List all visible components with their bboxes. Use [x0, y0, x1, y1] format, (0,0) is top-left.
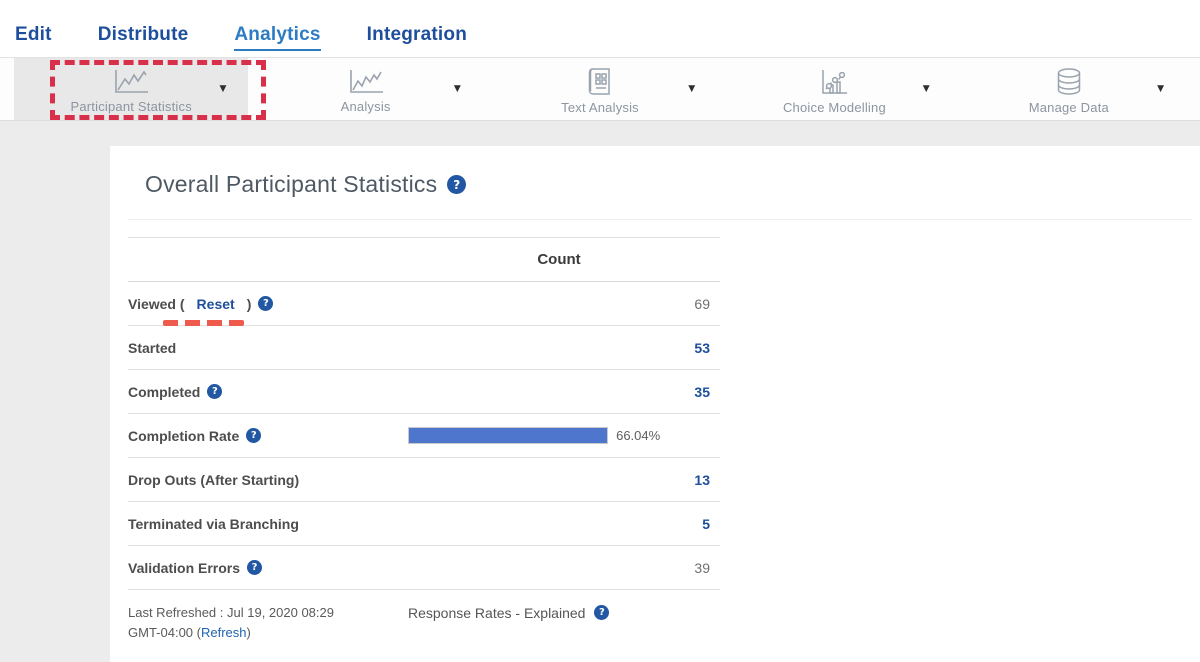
analysis-label: Analysis [340, 99, 391, 114]
viewed-help-icon[interactable]: ? [258, 296, 274, 311]
terminated-count: 5 [702, 515, 710, 532]
completion-bar-fill [408, 427, 609, 444]
participant-statistics-table: Count Viewed (Reset) ? 69 Started 53 Com… [128, 237, 720, 643]
viewed-count: 69 [694, 295, 710, 312]
table-row-started: Started 53 [128, 326, 720, 370]
terminated-label: Terminated via Branching [128, 515, 299, 532]
overall-statistics-help-icon[interactable]: ? [447, 175, 467, 194]
toolbar-group-choice-modelling[interactable]: Choice Modelling ▼ [717, 58, 951, 120]
toolbar-group-manage-data[interactable]: Manage Data ▼ [952, 58, 1186, 120]
main-nav: Edit Distribute Analytics Integration [15, 24, 467, 51]
completion-rate-help-icon[interactable]: ? [246, 428, 262, 443]
completed-count: 35 [694, 383, 710, 400]
nav-item-edit[interactable]: Edit [15, 24, 52, 45]
manage-data-button[interactable]: Manage Data [1029, 63, 1109, 115]
response-rates-explained: Response Rates - Explained ? [408, 603, 610, 643]
table-header-row: Count [128, 237, 720, 282]
nav-item-distribute[interactable]: Distribute [97, 24, 189, 45]
table-row-viewed: Viewed (Reset) ? 69 [128, 282, 720, 326]
viewed-label: Viewed (Reset) ? [128, 295, 408, 326]
completed-label: Completed ? [128, 384, 408, 400]
text-analysis-button[interactable]: Text Analysis [561, 63, 639, 115]
last-refreshed-text: Last Refreshed : Jul 19, 2020 08:29 GMT-… [128, 605, 334, 640]
analysis-dropdown-caret[interactable]: ▼ [453, 84, 461, 94]
table-row-validation-errors: Validation Errors ? 39 [128, 546, 720, 590]
toolbar-group-participant-statistics[interactable]: Participant Statistics ▼ [14, 58, 266, 120]
page-title-text: Overall Participant Statistics [145, 171, 438, 197]
table-row-terminated: Terminated via Branching 5 [128, 502, 720, 546]
heading-divider [128, 219, 1192, 220]
database-icon [1054, 67, 1084, 97]
nav-item-integration[interactable]: Integration [366, 24, 468, 45]
participant-statistics-button[interactable]: Participant Statistics [70, 64, 192, 114]
completed-help-icon[interactable]: ? [207, 384, 223, 399]
count-column-header: Count [537, 251, 581, 268]
manage-data-dropdown-caret[interactable]: ▼ [1157, 84, 1165, 94]
completion-rate-value: 66.04% [616, 428, 661, 443]
table-row-completion-rate: Completion Rate ? 66.04% [128, 414, 720, 458]
participant-statistics-icon [111, 68, 151, 96]
response-rates-help-icon[interactable]: ? [594, 605, 610, 620]
participant-statistics-dropdown-caret[interactable]: ▼ [219, 84, 227, 94]
text-analysis-label: Text Analysis [561, 100, 639, 115]
content-panel: Overall Participant Statistics ? Count V… [110, 146, 1200, 662]
refresh-link[interactable]: Refresh [200, 625, 247, 640]
started-count: 53 [694, 339, 710, 356]
red-dashed-underline [163, 319, 244, 326]
choice-modelling-dropdown-caret[interactable]: ▼ [922, 84, 930, 94]
choice-modelling-icon [817, 67, 851, 97]
analysis-icon [346, 68, 386, 96]
analysis-button[interactable]: Analysis [341, 64, 391, 114]
nav-item-analytics[interactable]: Analytics [234, 24, 321, 51]
toolbar-group-analysis[interactable]: Analysis ▼ [248, 58, 482, 120]
drop-outs-count: 13 [694, 471, 710, 488]
choice-modelling-button[interactable]: Choice Modelling [783, 63, 886, 115]
completion-rate-label: Completion Rate ? [128, 428, 408, 444]
reset-link[interactable]: Reset [196, 295, 235, 312]
choice-modelling-label: Choice Modelling [782, 100, 886, 115]
text-analysis-dropdown-caret[interactable]: ▼ [688, 84, 696, 94]
started-label: Started [128, 339, 177, 356]
table-row-completed: Completed ? 35 [128, 370, 720, 414]
validation-errors-count: 39 [694, 559, 710, 576]
validation-errors-label: Validation Errors ? [128, 560, 408, 576]
analytics-toolbar: Participant Statistics ▼ Analysis ▼ [0, 57, 1200, 121]
table-footer: Last Refreshed : Jul 19, 2020 08:29 GMT-… [128, 603, 720, 643]
drop-outs-label: Drop Outs (After Starting) [128, 471, 300, 488]
manage-data-label: Manage Data [1028, 100, 1109, 115]
toolbar-group-text-analysis[interactable]: Text Analysis ▼ [483, 58, 717, 120]
table-row-drop-outs: Drop Outs (After Starting) 13 [128, 458, 720, 502]
page-title: Overall Participant Statistics ? [145, 171, 1200, 198]
completion-rate-bar: 66.04% [408, 427, 711, 444]
participant-statistics-label: Participant Statistics [70, 99, 192, 114]
text-analysis-icon [586, 67, 614, 97]
validation-errors-help-icon[interactable]: ? [247, 560, 263, 575]
top-bar: Edit Distribute Analytics Integration [0, 0, 1200, 57]
